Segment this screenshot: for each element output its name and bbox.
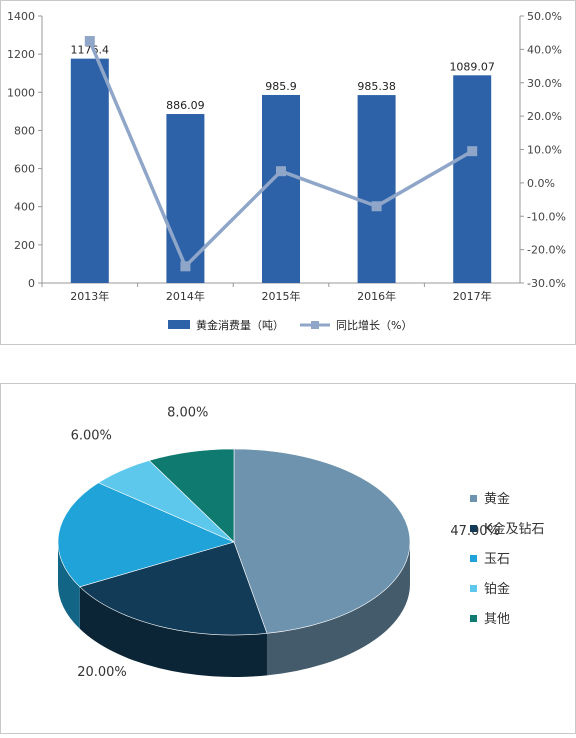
- x-tick-label: 2016年: [357, 289, 396, 303]
- legend-bar-swatch: [168, 320, 190, 329]
- growth-point: [84, 36, 95, 47]
- bar-line-chart-panel: 0 200 400 600 800 1000 1200 1400 -30.0% -20.0% -10…: [0, 0, 576, 345]
- left-tick-label: 800: [14, 124, 35, 137]
- right-tick-label: -10.0%: [527, 210, 566, 223]
- legend-label: 黄金: [484, 491, 510, 507]
- bar: [453, 75, 492, 283]
- pie-slice: [148, 448, 235, 543]
- left-tick-label: 0: [28, 277, 35, 290]
- right-tick-label: 30.0%: [527, 77, 562, 90]
- right-tick-label: 20.0%: [527, 110, 562, 123]
- pie-value-label: 6.00%: [71, 428, 112, 443]
- legend-swatch: [470, 525, 477, 532]
- legend-line-marker: [311, 321, 319, 329]
- right-tick-label: -20.0%: [527, 244, 566, 257]
- pie-value-label: 20.00%: [77, 665, 127, 680]
- pie-slice-side: [79, 586, 267, 677]
- pie-slice-side: [266, 542, 410, 676]
- right-tick-label: -30.0%: [527, 277, 566, 290]
- pie-chart-panel: 47.00%20.00%19.00%6.00%8.00%黄金K金及钻石玉石铂金其…: [0, 383, 576, 734]
- left-tick-label: 1400: [7, 10, 35, 23]
- right-tick-label: 10.0%: [527, 144, 562, 157]
- x-tick-label: 2014年: [166, 289, 205, 303]
- bar: [70, 58, 109, 284]
- growth-point: [180, 261, 191, 272]
- legend-swatch: [470, 555, 477, 562]
- bar: [262, 94, 300, 283]
- legend-swatch: [470, 585, 477, 592]
- pie-slice: [79, 541, 268, 636]
- pie-slice: [233, 448, 411, 634]
- bar-data-label: 1089.07: [449, 60, 495, 73]
- growth-point: [467, 146, 478, 157]
- legend-label: 其他: [484, 612, 510, 627]
- bar-line-chart: 0 200 400 600 800 1000 1200 1400 -30.0% -20.0% -10…: [0, 0, 576, 345]
- left-tick-label: 600: [14, 163, 35, 176]
- x-tick-label: 2017年: [453, 289, 492, 303]
- pie-value-label: 8.00%: [167, 406, 208, 421]
- legend-label: 铂金: [484, 581, 510, 597]
- left-tick-label: 400: [14, 201, 35, 214]
- right-tick-label: 0.0%: [527, 177, 555, 190]
- bar-data-label: 886.09: [166, 99, 205, 112]
- left-tick-label: 1200: [7, 48, 35, 61]
- pie-chart: 47.00%20.00%19.00%6.00%8.00%黄金K金及钻石玉石铂金其…: [0, 383, 576, 734]
- pie-slice: [57, 482, 235, 588]
- legend-swatch: [470, 615, 477, 622]
- bar-data-label: 985.9: [265, 80, 297, 93]
- growth-point: [371, 201, 382, 212]
- bar-data-label: 1176.4: [71, 44, 110, 57]
- legend-line-label: 同比增长（%）: [336, 318, 412, 332]
- legend-bar-label: 黄金消费量（吨）: [196, 318, 284, 332]
- x-tick-label: 2015年: [262, 289, 301, 303]
- bar-data-label: 985.38: [357, 80, 396, 93]
- growth-point: [276, 166, 286, 177]
- x-tick-label: 2013年: [70, 289, 109, 303]
- bar: [166, 114, 205, 283]
- right-tick-label: 40.0%: [527, 43, 562, 56]
- bar: [357, 95, 396, 283]
- legend-label: K金及钻石: [484, 521, 545, 537]
- pie-slice-side: [58, 542, 80, 629]
- left-tick-label: 1000: [7, 86, 35, 99]
- left-tick-label: 200: [14, 239, 35, 252]
- right-tick-label: 50.0%: [527, 10, 562, 23]
- legend-label: 玉石: [484, 552, 510, 567]
- legend-swatch: [470, 495, 477, 502]
